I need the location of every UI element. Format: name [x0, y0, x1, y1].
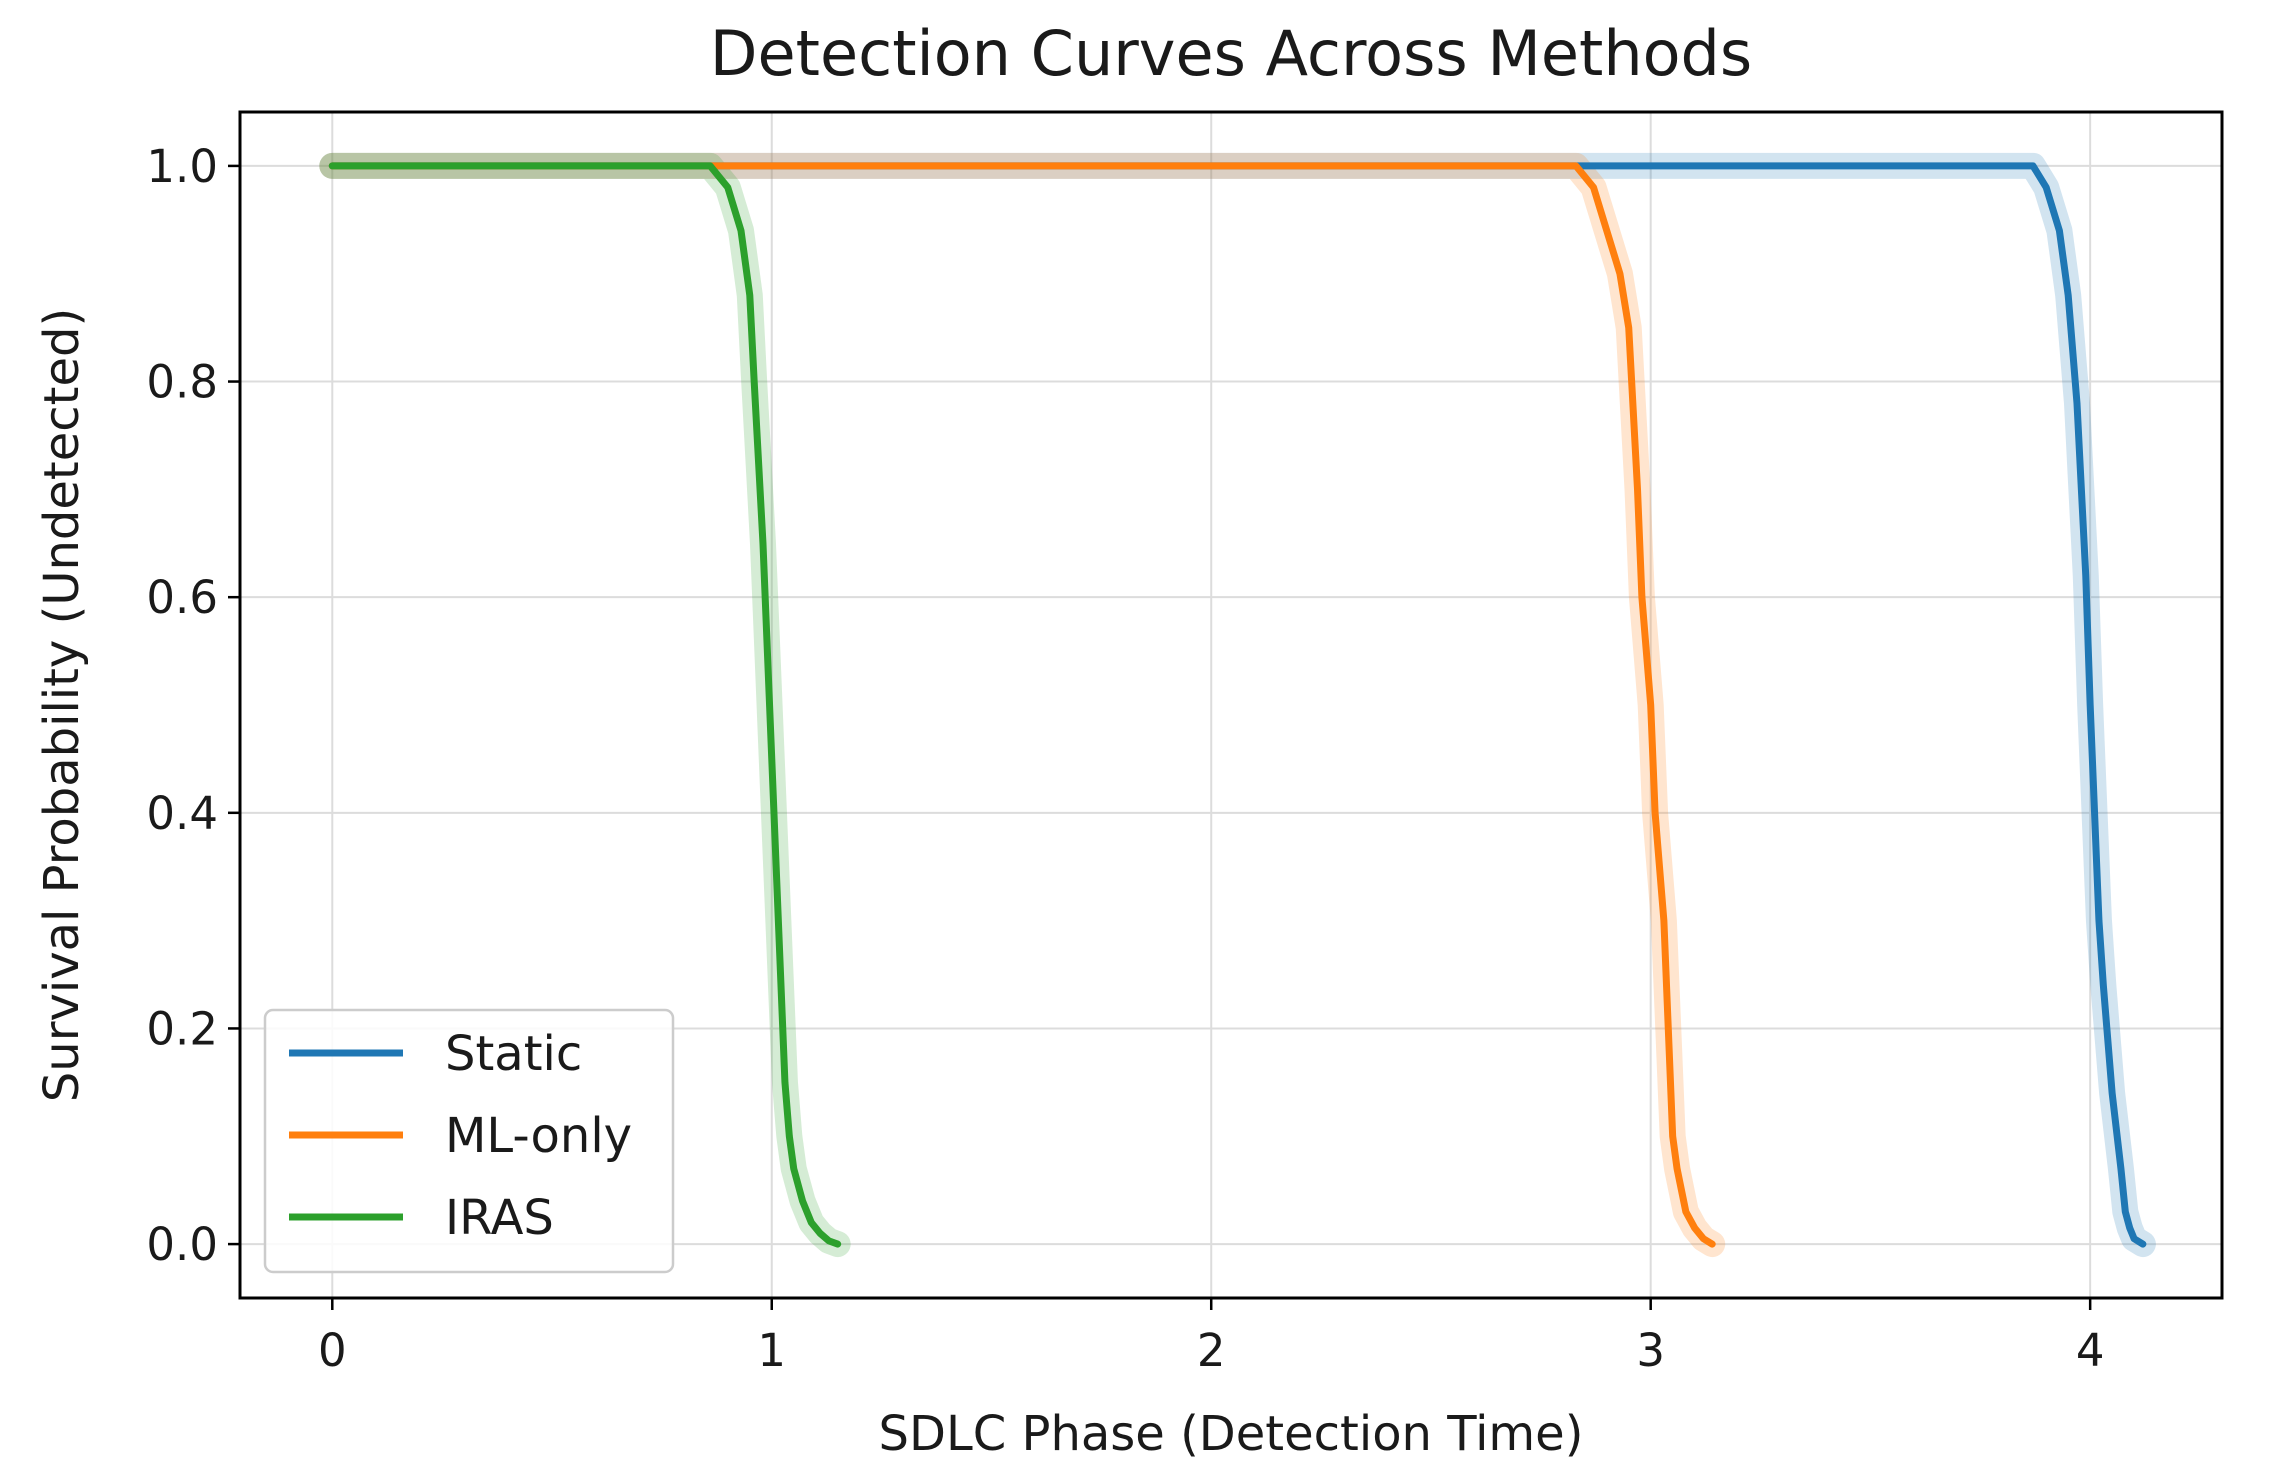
y-tick-label: 0.4 — [146, 787, 218, 840]
legend-frame — [263, 1008, 675, 1274]
legend: Static ML-only IRAS — [263, 1008, 675, 1274]
x-tick-label: 0 — [318, 1324, 347, 1377]
legend-label-static: Static — [445, 1026, 582, 1082]
x-axis: 0 1 2 3 4 — [318, 1298, 2105, 1377]
series-line-ml-only — [328, 162, 1716, 1248]
plot-area-frame — [238, 110, 2224, 1300]
chart-title: Detection Curves Across Methods — [710, 17, 1752, 90]
series-lines — [328, 162, 2147, 1248]
x-tick-label: 1 — [757, 1324, 786, 1377]
y-tick-label: 0.8 — [146, 356, 218, 409]
y-tick-label: 1.0 — [146, 140, 218, 193]
x-axis-label: SDLC Phase (Detection Time) — [879, 1406, 1584, 1462]
series-line-iras — [328, 162, 842, 1248]
x-tick-label: 3 — [1636, 1324, 1665, 1377]
y-axis: 0.0 0.2 0.4 0.6 0.8 1.0 — [146, 140, 240, 1271]
y-tick-label: 0.0 — [146, 1218, 218, 1271]
y-tick-label: 0.2 — [146, 1002, 218, 1055]
legend-label-ml-only: ML-only — [445, 1108, 632, 1164]
series-line-static — [328, 162, 2147, 1248]
y-tick-label: 0.6 — [146, 571, 218, 624]
legend-label-iras: IRAS — [445, 1190, 554, 1246]
x-tick-label: 4 — [2076, 1324, 2105, 1377]
x-tick-label: 2 — [1197, 1324, 1226, 1377]
y-axis-label: Survival Probability (Undetected) — [34, 308, 90, 1102]
